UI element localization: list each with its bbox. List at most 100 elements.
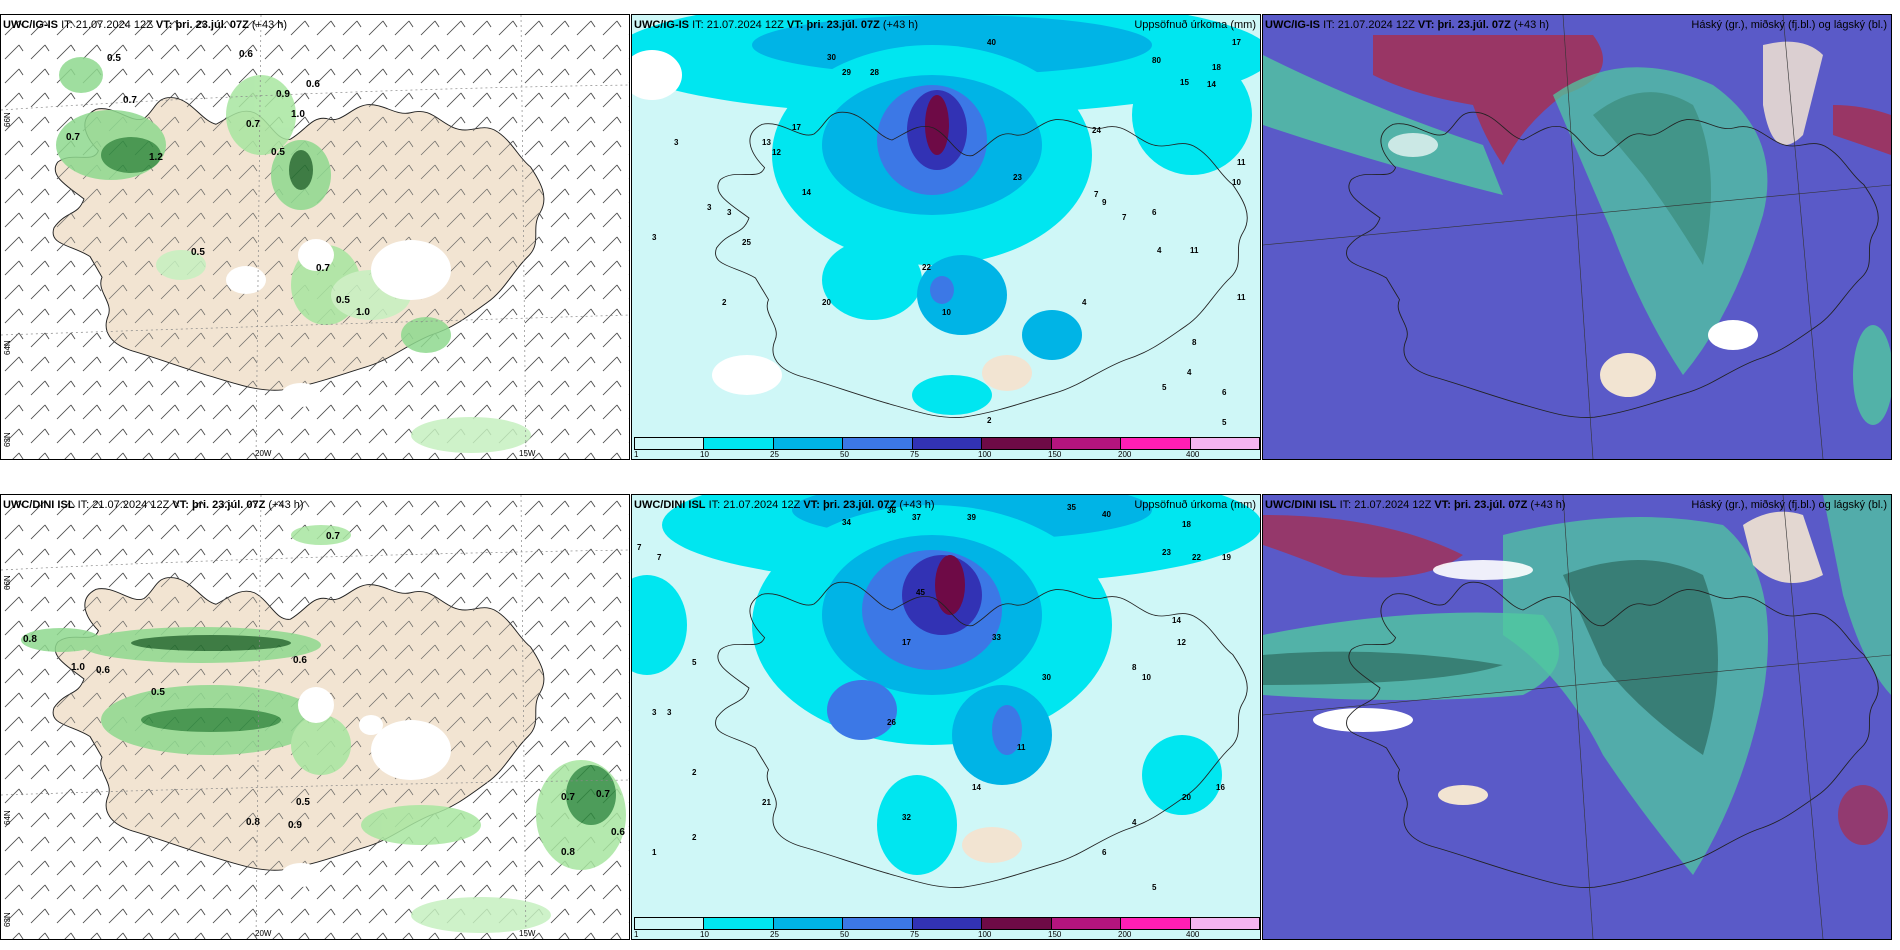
it-label: IT:: [1323, 19, 1335, 31]
colorbar-tick: 200: [1118, 930, 1132, 939]
value-label: 7: [657, 553, 662, 562]
precip-map: 34 36 37 39 35 40 18 19 23 22 7 7 3 3 2 …: [632, 495, 1260, 939]
value-label: 9: [1102, 198, 1107, 207]
value-label: 26: [887, 718, 896, 727]
cloud-map: [1263, 15, 1891, 459]
colorbar-tick: 50: [840, 930, 849, 939]
grid-lines: [1, 15, 629, 459]
lead-time: (+43 h): [899, 499, 935, 511]
value-label: 17: [792, 123, 801, 132]
colorbar-tick: 10: [700, 930, 709, 939]
value-label: 22: [1192, 553, 1201, 562]
map-panel-precip-igis: 40 17 30 29 28 80 18 15 14 3 3 3 2 3 4 6…: [631, 14, 1261, 460]
value-label: 17: [1232, 38, 1241, 47]
cloud-map: [1263, 495, 1891, 939]
swatch: [843, 438, 913, 449]
swatch: [912, 438, 983, 449]
vt-label: VT:: [172, 499, 189, 511]
value-label: 0.9: [276, 89, 290, 100]
swatch: [1121, 918, 1191, 929]
colorbar-tick: 1: [634, 930, 639, 939]
value-label: 7: [637, 543, 642, 552]
swatch: [1190, 438, 1259, 449]
it-label: IT:: [1339, 499, 1352, 511]
colorbar-tick: 100: [978, 930, 992, 939]
swatch: [1121, 438, 1191, 449]
colorbar-labels: 1 10 25 50 75 100 150 200 400: [634, 930, 1260, 939]
wind-value-labels: 0.7 0.8 1.0 0.6 0.5 0.6 0.5 0.8 0.9 0.7 …: [23, 531, 625, 858]
vt-value: þri. 23.júl. 07Z: [191, 499, 266, 511]
value-label: 29: [842, 68, 851, 77]
panel-title: Háský (gr.), miðský (fj.bl.) og lágský (…: [1691, 499, 1887, 511]
value-label: 3: [667, 708, 672, 717]
value-label: 10: [942, 308, 951, 317]
lead-time: (+43 h): [251, 19, 288, 31]
value-label: 5: [1222, 418, 1227, 427]
lon-label: 15W: [519, 929, 536, 938]
panel-header: UWC/IG-IS IT: 21.07.2024 12Z VT: þri. 23…: [634, 19, 1256, 32]
value-label: 0.7: [596, 789, 610, 800]
value-label: 8: [1132, 663, 1137, 672]
value-label: 0.7: [561, 792, 575, 803]
vt-value: þri. 23.júl. 07Z: [806, 19, 880, 31]
value-label: 0.5: [336, 295, 350, 306]
panel-header: UWC/IG-IS IT: 21.07.2024 12Z VT: þri. 23…: [3, 19, 625, 32]
value-label: 35: [1067, 503, 1076, 512]
colorbar-tick: 10: [700, 450, 709, 459]
colorbar-tick: 1: [634, 450, 639, 459]
value-label: 7: [1122, 213, 1127, 222]
green-cloud-areas: [21, 525, 626, 933]
value-label: 6: [1152, 208, 1157, 217]
lead-time: (+43 h): [268, 499, 304, 511]
value-label: 34: [842, 518, 851, 527]
swatch: [704, 438, 774, 449]
white-ice-patches: [226, 239, 451, 407]
value-label: 28: [870, 68, 879, 77]
value-label: 4: [1132, 818, 1137, 827]
it-value: 21.07.2024 12Z: [92, 499, 170, 511]
swatch: [704, 918, 774, 929]
value-label: 25: [742, 238, 751, 247]
value-label: 1.0: [71, 662, 85, 673]
vt-label: VT:: [155, 19, 173, 31]
value-label: 1.0: [291, 109, 305, 120]
colorbar-tick: 100: [978, 450, 992, 459]
value-label: 0.5: [151, 687, 165, 698]
panel-title: Uppsöfnuð úrkoma (mm): [1134, 499, 1256, 511]
colorbar-tick: 25: [770, 450, 779, 459]
value-label: 2: [987, 416, 992, 425]
wind-value-labels: 0.5 0.6 0.7 0.9 0.6 1.0 0.7 0.7 1.2 0.5 …: [66, 49, 370, 318]
map-panel-cloud-dini: UWC/DINI ISL IT: 21.07.2024 12Z VT: þri.…: [1262, 494, 1892, 940]
value-label: 23: [1013, 173, 1022, 182]
value-label: 3: [674, 138, 679, 147]
panel-title: Háský (gr.), miðský (fj.bl.) og lágský (…: [1691, 19, 1887, 31]
colorbar-tick: 50: [840, 450, 849, 459]
vt-label: VT:: [803, 499, 820, 511]
value-label: 0.9: [288, 820, 302, 831]
value-label: 0.5: [191, 247, 205, 258]
value-label: 32: [902, 813, 911, 822]
white-ice-patches: [281, 687, 451, 887]
precip-value-labels: 40 17 30 29 28 80 18 15 14 3 3 3 2 3 4 6…: [652, 38, 1246, 427]
panel-header: UWC/DINI ISL IT: 21.07.2024 12Z VT: þri.…: [634, 499, 1256, 512]
value-label: 13: [762, 138, 771, 147]
value-label: 80: [1152, 56, 1161, 65]
it-label: IT:: [692, 19, 704, 31]
panel-header: UWC/IG-IS IT: 21.07.2024 12Z VT: þri. 23…: [1265, 19, 1887, 32]
value-label: 0.7: [123, 95, 137, 106]
value-label: 0.5: [107, 53, 121, 64]
vt-value: þri. 23.júl. 07Z: [175, 19, 249, 31]
value-label: 40: [987, 38, 996, 47]
precip-shading: [632, 495, 1260, 875]
value-label: 30: [1042, 673, 1051, 682]
swatch: [982, 918, 1052, 929]
value-label: 40: [1102, 510, 1111, 519]
value-label: 2: [692, 833, 697, 842]
it-value: 21.07.2024 12Z: [723, 499, 801, 511]
value-label: 4: [1082, 298, 1087, 307]
colorbar-tick: 400: [1186, 450, 1200, 459]
it-label: IT:: [708, 499, 721, 511]
value-label: 6: [1102, 848, 1107, 857]
cloud-layers: [1263, 495, 1891, 875]
vt-value: þri. 23.júl. 07Z: [1437, 19, 1511, 31]
